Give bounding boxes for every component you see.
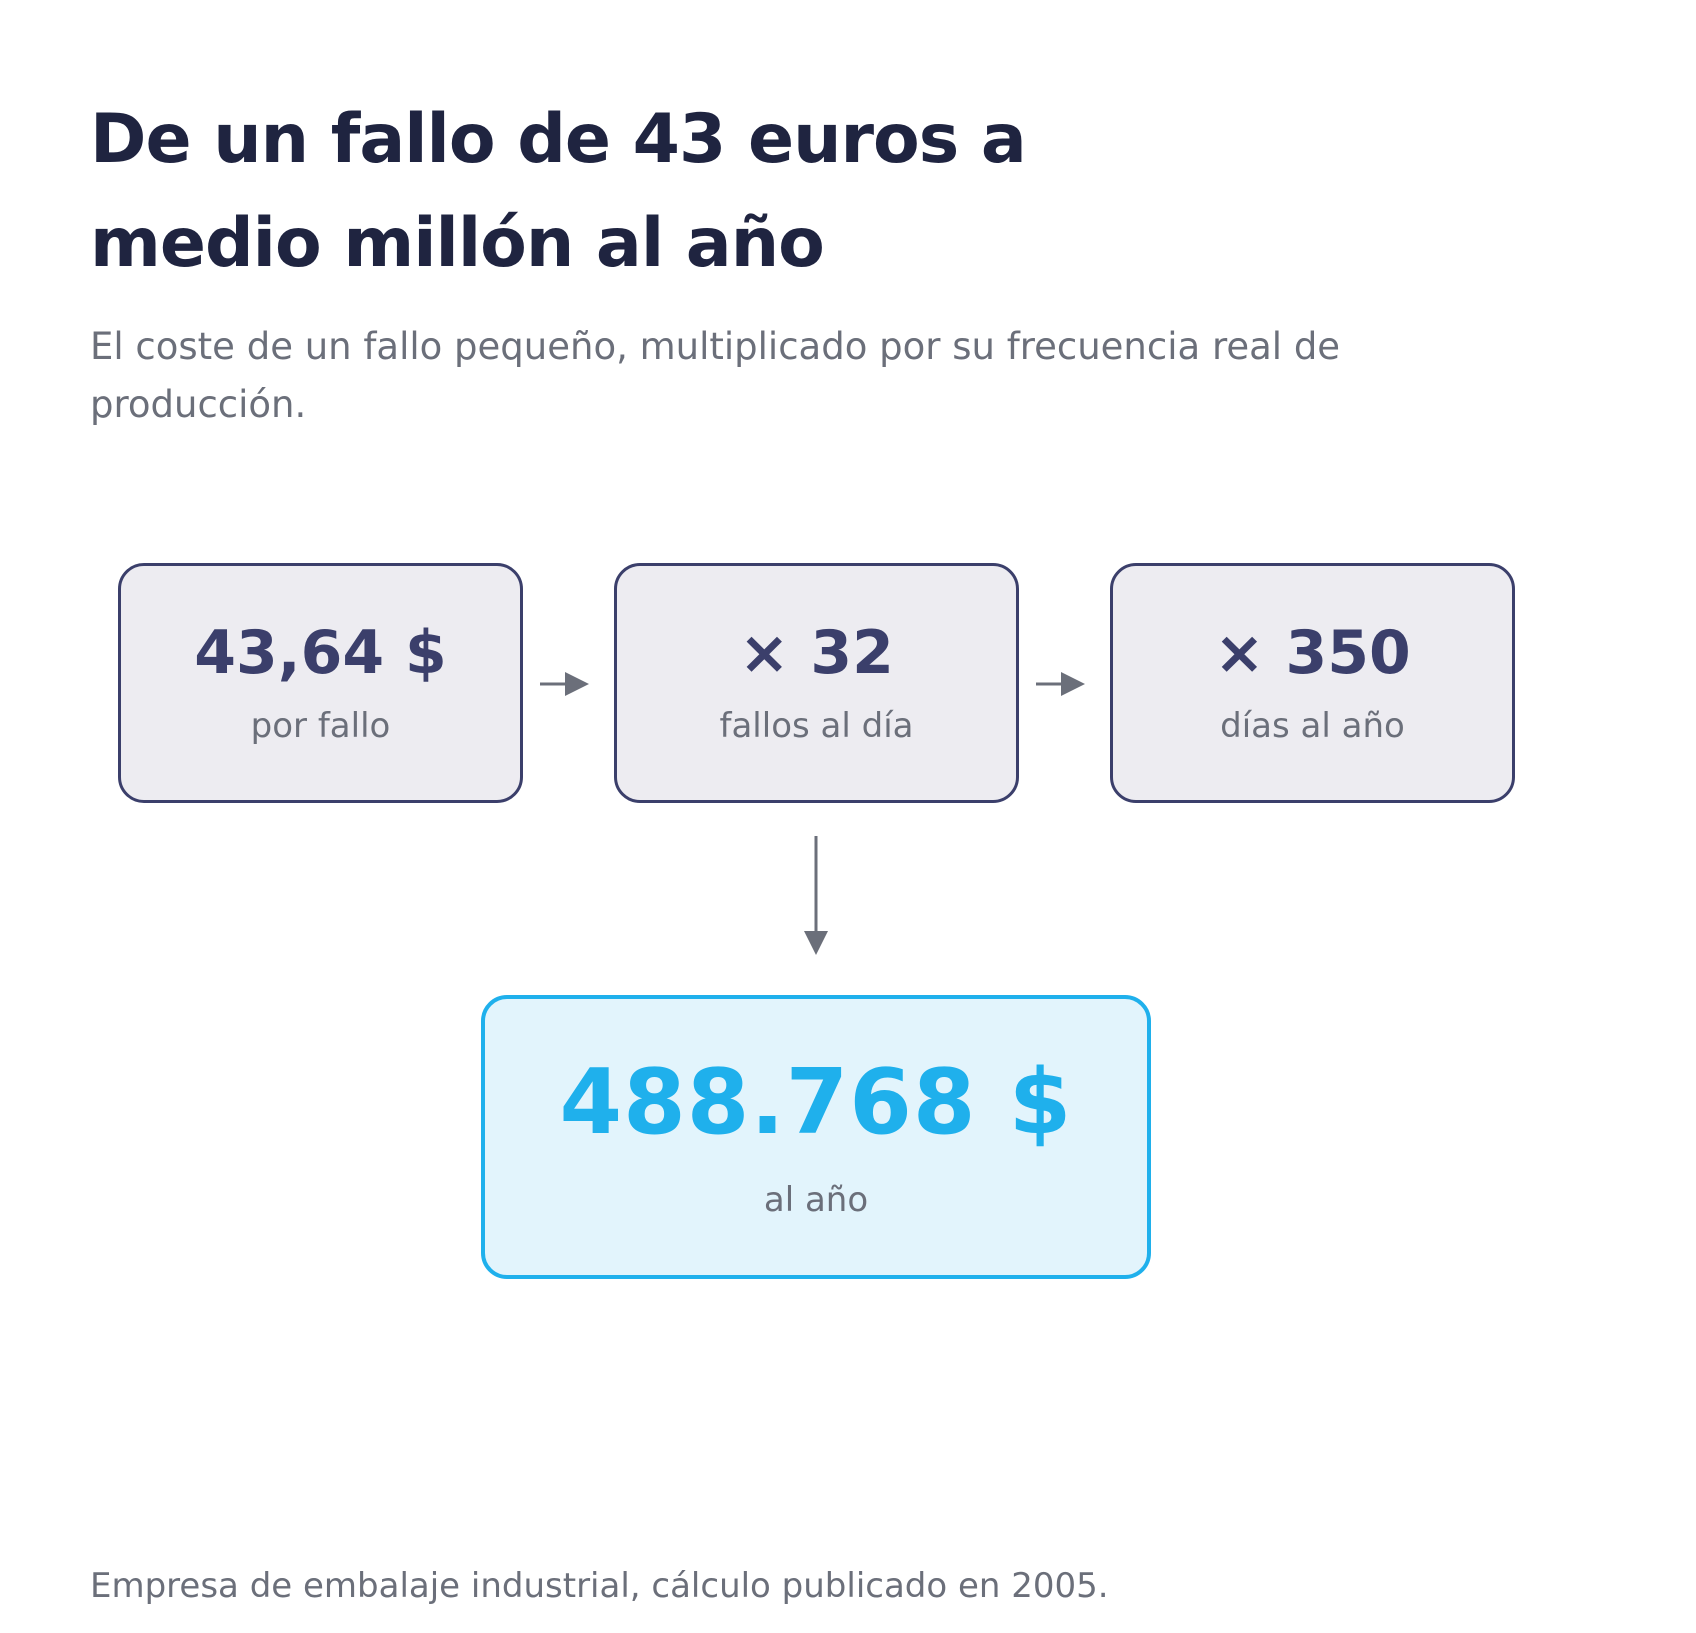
source-note: Empresa de embalaje industrial, cálculo … [90,1566,1109,1606]
result-value: 488.768 $ [559,1050,1073,1155]
step-value: × 350 [1214,618,1411,688]
step-box-failures-per-day: × 32 fallos al día [614,563,1019,803]
step-label: fallos al día [719,706,914,746]
result-box-annual-cost: 488.768 $ al año [481,995,1151,1279]
diagram-title: De un fallo de 43 euros a medio millón a… [90,100,1027,283]
step-box-cost-per-failure: 43,64 $ por fallo [118,563,523,803]
step-label: por fallo [250,706,391,746]
diagram-subtitle: El coste de un fallo pequeño, multiplica… [90,325,1341,426]
step-label: días al año [1220,706,1405,746]
step-box-days-per-year: × 350 días al año [1110,563,1515,803]
step-value: 43,64 $ [194,618,447,688]
step-value: × 32 [739,618,894,688]
result-label: al año [763,1180,869,1220]
